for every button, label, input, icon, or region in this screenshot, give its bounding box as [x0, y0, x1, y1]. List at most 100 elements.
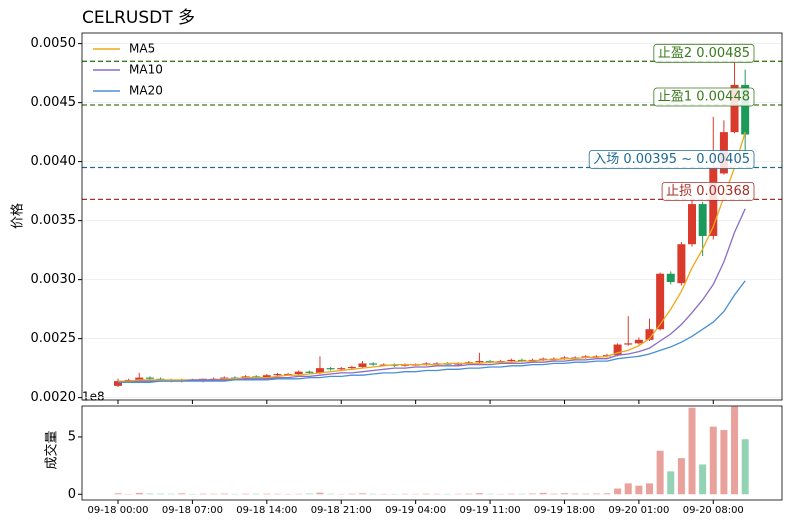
volume-bar	[316, 492, 324, 495]
level-box	[661, 181, 755, 201]
volume-bar	[220, 493, 228, 495]
volume-bar	[635, 485, 643, 495]
y-tick-label: 0.0030	[31, 272, 77, 287]
x-tick-label: 09-18 07:00	[162, 505, 223, 516]
ma-line	[118, 280, 746, 383]
candle-body	[379, 364, 388, 366]
candle-body	[624, 343, 633, 345]
level-annotation: 入场 0.00395 ~ 0.00405	[588, 150, 755, 169]
candle-body	[475, 361, 484, 363]
x-tick-label: 09-18 00:00	[87, 505, 148, 516]
candle-body	[645, 329, 654, 340]
volume-bar	[741, 439, 749, 495]
volume-bar	[529, 493, 537, 495]
y-tick-label: 0.0025	[31, 331, 77, 346]
volume-frame	[81, 405, 783, 501]
volume-bar	[592, 493, 600, 495]
volume-bar	[305, 493, 313, 495]
volume-bar	[507, 493, 515, 495]
candle-body	[284, 374, 293, 376]
y-tick-label: 0.0050	[31, 36, 77, 51]
volume-bar	[422, 493, 430, 495]
volume-bar	[348, 493, 356, 495]
volume-bar	[571, 493, 579, 495]
legend-label: MA10	[129, 63, 163, 77]
volume-bar	[550, 493, 558, 495]
volume-tick-label: 0	[68, 487, 76, 502]
volume-bar	[582, 493, 590, 495]
candle-body	[634, 339, 643, 344]
volume-bar	[465, 493, 473, 495]
candle-body	[656, 273, 665, 330]
volume-bar	[358, 493, 366, 495]
plot-frame	[81, 32, 783, 401]
volume-bar	[603, 493, 611, 495]
x-tick-label: 09-20 01:00	[608, 505, 669, 516]
level-label: 入场 0.00395 ~ 0.00405	[593, 152, 750, 167]
candle-body	[262, 375, 271, 378]
x-tick-label: 09-19 18:00	[534, 505, 595, 516]
candle-body	[337, 368, 346, 370]
y-tick-label: 0.0035	[31, 213, 77, 228]
candle-body	[741, 84, 750, 135]
level-annotation: 止盈2 0.00485	[653, 43, 755, 63]
candle-body	[432, 363, 441, 365]
volume-bar	[242, 493, 250, 495]
candle-body	[613, 344, 622, 356]
candle-body	[698, 204, 707, 236]
candle-body	[549, 358, 558, 360]
volume-offset: 1e8	[82, 390, 105, 404]
candle-body	[347, 366, 356, 369]
volume-bar	[135, 492, 143, 495]
x-tick-label: 09-18 14:00	[236, 505, 297, 516]
volume-bar	[656, 450, 664, 495]
candle-body	[135, 377, 144, 380]
level-box	[653, 43, 755, 63]
x-tick-label: 09-19 11:00	[460, 505, 521, 516]
candle-body	[677, 244, 686, 284]
level-label: 止盈2 0.00485	[658, 46, 750, 61]
candle-body	[507, 359, 516, 362]
volume-bar	[677, 458, 685, 495]
candle-body	[592, 356, 601, 358]
volume-bar	[114, 493, 122, 495]
ma-line	[118, 208, 746, 383]
legend-label: MA5	[129, 42, 155, 56]
volume-bar	[720, 430, 728, 495]
x-tick-label: 09-19 04:00	[385, 505, 446, 516]
volume-bar	[646, 483, 653, 495]
candle-body	[369, 363, 378, 365]
volume-bar	[539, 492, 547, 495]
volume-bar	[624, 483, 632, 495]
volume-bar	[688, 407, 696, 495]
candle-body	[294, 371, 303, 375]
candle-body	[114, 381, 122, 386]
ma-line	[118, 131, 746, 382]
candle-body	[315, 368, 324, 373]
candle-body	[688, 204, 697, 245]
level-label: 止损 0.00368	[666, 184, 750, 199]
level-box	[653, 87, 755, 107]
candle-body	[666, 273, 675, 282]
candle-body	[730, 84, 739, 133]
level-annotation: 止盈1 0.00448	[653, 87, 755, 107]
volume-tick-label: 5	[68, 429, 76, 444]
x-tick-label: 09-20 08:00	[683, 505, 744, 516]
candle-body	[305, 371, 314, 373]
volume-axis-label: 成交量	[44, 430, 60, 469]
level-label: 止盈1 0.00448	[658, 89, 750, 104]
x-tick-label: 09-18 21:00	[311, 505, 372, 516]
volume-bar	[560, 493, 568, 495]
chart-title: CELRUSDT 多	[82, 8, 195, 28]
volume-bar	[178, 493, 186, 495]
candle-body	[709, 167, 718, 236]
y-axis-label: 价格	[10, 203, 26, 229]
volume-bar	[709, 426, 717, 495]
volume-bar	[157, 493, 165, 495]
volume-bar	[699, 464, 707, 495]
volume-bar	[667, 471, 675, 495]
y-tick-label: 0.0040	[31, 154, 77, 169]
volume-bar	[614, 488, 622, 495]
legend-label: MA20	[129, 84, 163, 98]
